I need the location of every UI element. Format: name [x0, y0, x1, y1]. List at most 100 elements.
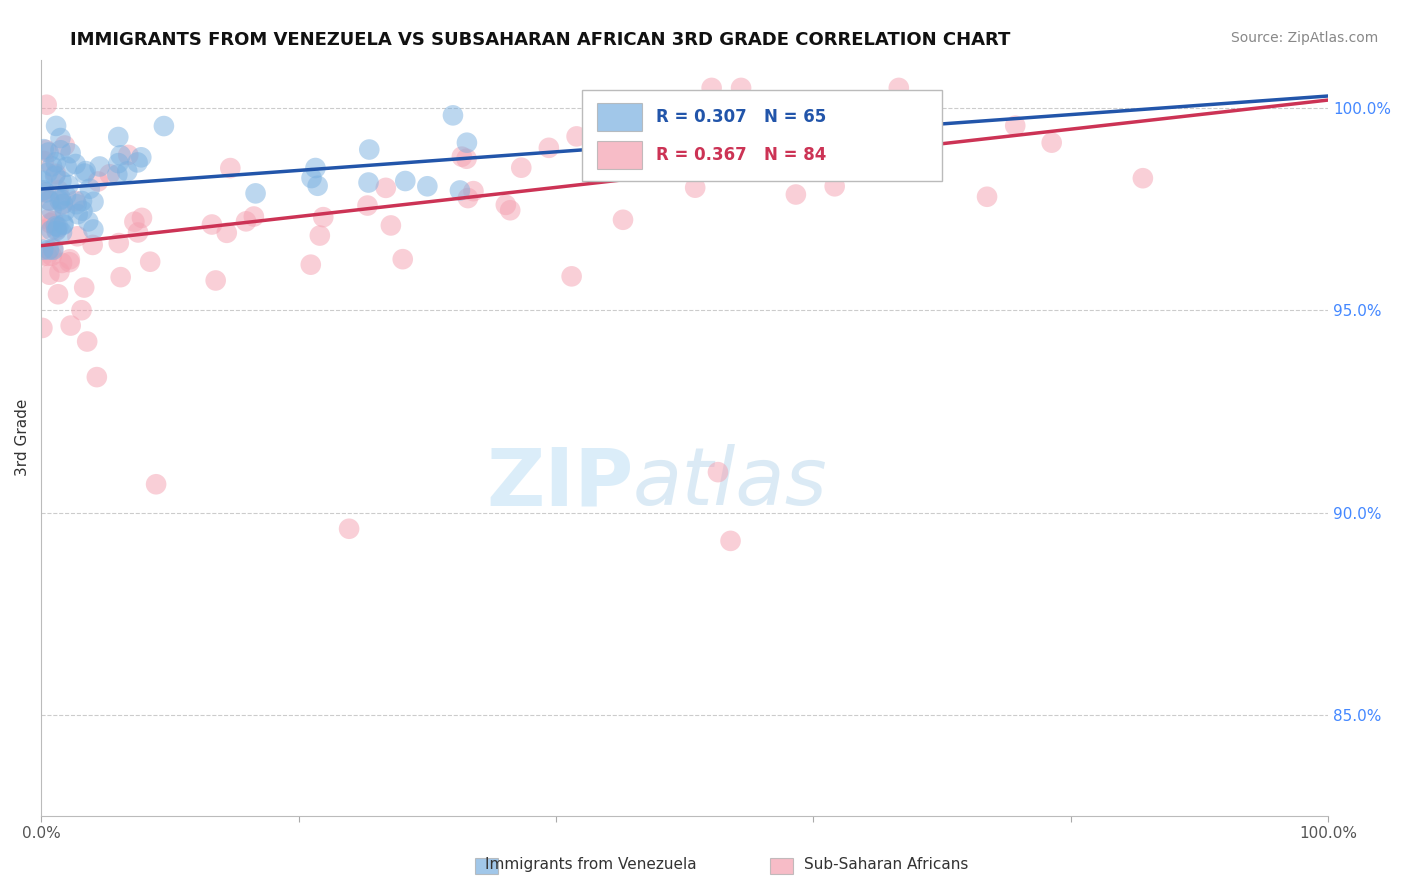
Point — [38, 243, 60, 257]
Point — [45, 219, 67, 233]
Point — [37, 249, 59, 263]
Point — [73, 167, 96, 181]
Point — [457, 191, 479, 205]
Point — [561, 269, 583, 284]
Point — [299, 258, 322, 272]
Point — [117, 148, 139, 162]
Point — [49, 131, 72, 145]
Point — [39, 223, 62, 237]
Point — [58, 178, 80, 192]
Point — [463, 184, 485, 198]
Point — [82, 238, 104, 252]
Point — [131, 211, 153, 225]
Point — [359, 143, 381, 157]
Text: Source: ZipAtlas.com: Source: ZipAtlas.com — [1230, 31, 1378, 45]
Point — [59, 252, 82, 267]
Point — [609, 149, 631, 163]
Point — [337, 522, 360, 536]
Point — [700, 81, 723, 95]
Point — [139, 254, 162, 268]
Point — [374, 181, 396, 195]
Point — [1004, 119, 1026, 133]
Point — [127, 155, 149, 169]
Point — [357, 176, 380, 190]
Point — [153, 119, 176, 133]
Point — [37, 145, 59, 160]
Point — [449, 184, 471, 198]
Point — [612, 212, 634, 227]
Point — [49, 143, 72, 157]
Point — [42, 241, 65, 255]
Point — [98, 167, 121, 181]
Point — [59, 146, 82, 161]
Point — [380, 219, 402, 233]
Point — [35, 186, 58, 200]
Point — [48, 183, 70, 197]
Point — [31, 321, 53, 335]
Point — [110, 148, 132, 162]
Point — [53, 138, 76, 153]
Point — [70, 194, 93, 208]
Point — [537, 141, 560, 155]
Point — [619, 138, 641, 153]
Point — [394, 174, 416, 188]
Point — [45, 119, 67, 133]
Point — [42, 243, 65, 257]
Point — [49, 192, 72, 206]
Point — [1040, 136, 1063, 150]
Point — [127, 226, 149, 240]
Point — [51, 226, 73, 240]
Point — [79, 182, 101, 196]
Point — [219, 161, 242, 175]
Point — [35, 143, 58, 157]
Point — [976, 190, 998, 204]
Point — [215, 226, 238, 240]
Point — [105, 168, 128, 182]
Point — [45, 167, 67, 181]
Point — [456, 136, 478, 150]
FancyBboxPatch shape — [598, 141, 643, 169]
Text: R = 0.367   N = 84: R = 0.367 N = 84 — [657, 146, 827, 164]
Point — [441, 108, 464, 122]
Point — [41, 159, 63, 173]
Point — [46, 220, 69, 235]
Point — [82, 222, 104, 236]
Point — [46, 287, 69, 301]
Point — [83, 194, 105, 209]
Point — [66, 207, 89, 221]
Point — [32, 142, 55, 156]
Point — [115, 164, 138, 178]
Point — [831, 112, 853, 126]
Point — [86, 370, 108, 384]
Point — [31, 174, 53, 188]
Point — [37, 166, 59, 180]
Point — [65, 157, 87, 171]
Point — [41, 202, 63, 217]
Point — [510, 161, 533, 175]
Point — [39, 216, 62, 230]
Point — [31, 249, 53, 263]
Point — [55, 160, 77, 174]
Point — [52, 217, 75, 231]
Point — [243, 210, 266, 224]
Point — [42, 214, 65, 228]
Point — [585, 135, 607, 149]
Text: ZIP: ZIP — [486, 444, 633, 522]
Point — [720, 533, 742, 548]
Point — [129, 150, 152, 164]
Point — [308, 228, 330, 243]
Point — [31, 223, 53, 237]
Point — [565, 129, 588, 144]
Point — [499, 203, 522, 218]
Point — [110, 270, 132, 285]
Point — [77, 214, 100, 228]
Point — [304, 161, 326, 175]
Point — [32, 243, 55, 257]
Point — [66, 197, 89, 211]
Point — [38, 194, 60, 208]
Point — [204, 273, 226, 287]
Point — [44, 169, 66, 183]
Point — [38, 268, 60, 282]
Text: atlas: atlas — [633, 444, 828, 522]
Point — [824, 179, 846, 194]
